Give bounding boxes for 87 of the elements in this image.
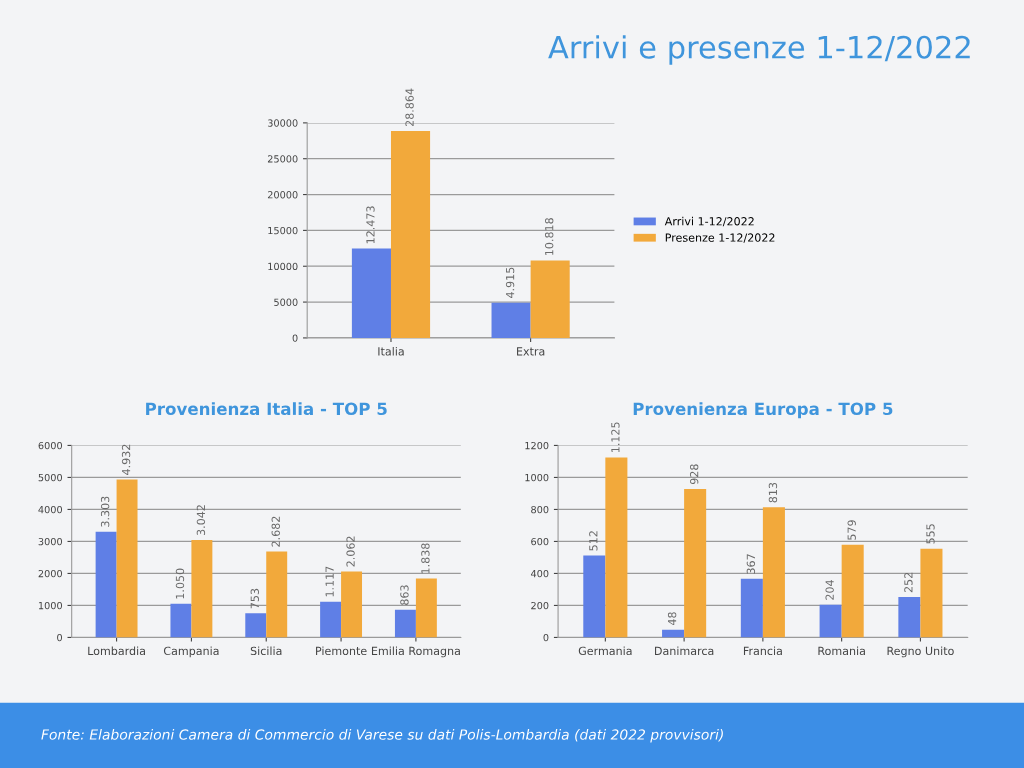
legend-label: Presenze 1-12/2022 xyxy=(665,233,775,243)
y-tick-label: 2000 xyxy=(38,569,63,578)
bar xyxy=(898,597,921,638)
bar xyxy=(351,248,391,338)
chart-title: Provenienza Italia - TOP 5 xyxy=(146,402,387,416)
y-tick-label: 3000 xyxy=(38,537,63,546)
x-tick-label: Sicilia xyxy=(250,646,282,656)
bar xyxy=(920,548,943,638)
bar xyxy=(530,260,570,338)
bar xyxy=(662,629,685,638)
y-tick-label: 20000 xyxy=(267,191,298,199)
data-label: 4.932 xyxy=(121,444,131,475)
y-tick-label: 600 xyxy=(531,537,549,546)
bar xyxy=(320,601,342,638)
data-label: 3.042 xyxy=(196,505,206,536)
x-tick-label: Italia xyxy=(378,346,404,356)
data-label: 10.818 xyxy=(544,218,554,255)
y-tick-label: 1200 xyxy=(525,441,549,450)
y-tick-label: 4000 xyxy=(38,505,63,514)
bar xyxy=(266,551,288,638)
bar xyxy=(819,604,842,638)
y-tick-label: 0 xyxy=(57,633,63,642)
bar xyxy=(116,479,138,638)
data-label: 863 xyxy=(400,585,409,605)
bar xyxy=(191,540,213,638)
y-tick-label: 6000 xyxy=(38,441,63,450)
data-label: 204 xyxy=(825,580,834,600)
chart-title: Provenienza Europa - TOP 5 xyxy=(633,402,893,419)
x-tick-label: Romania xyxy=(818,646,865,656)
y-tick-label: 25000 xyxy=(267,155,298,163)
data-label: 3.303 xyxy=(100,496,110,527)
data-label: 1.050 xyxy=(175,568,185,599)
y-tick-label: 0 xyxy=(292,334,298,342)
x-tick-label: Extra xyxy=(517,347,545,356)
bar xyxy=(605,457,628,638)
y-tick-label: 5000 xyxy=(38,473,63,482)
bar xyxy=(762,507,785,638)
bar xyxy=(95,531,117,638)
bar xyxy=(341,571,363,638)
data-label: 512 xyxy=(589,531,598,551)
bar xyxy=(491,302,531,338)
x-tick-label: Piemonte xyxy=(316,646,367,656)
bar xyxy=(841,544,864,638)
legend-label: Arrivi 1-12/2022 xyxy=(664,216,754,227)
y-tick-label: 0 xyxy=(543,633,549,642)
data-label: 4.915 xyxy=(505,267,515,298)
data-label: 367 xyxy=(746,554,756,574)
text: Arrivi e presenze 1-12/2022 xyxy=(548,35,970,65)
x-tick-label: Germania xyxy=(578,646,632,656)
bar xyxy=(394,609,416,638)
bar xyxy=(245,613,267,638)
data-label: 579 xyxy=(847,520,856,540)
x-tick-label: Emilia Romagna xyxy=(371,646,460,658)
bar xyxy=(170,603,192,638)
data-label: 1.125 xyxy=(611,422,620,453)
data-label: 2.682 xyxy=(271,516,280,547)
bar xyxy=(684,488,707,638)
x-tick-label: Danimarca xyxy=(655,646,714,656)
x-tick-label: Francia xyxy=(743,646,782,656)
y-tick-label: 400 xyxy=(530,569,549,578)
y-tick-label: 1000 xyxy=(38,601,63,610)
x-tick-label: Regno Unito xyxy=(887,646,954,658)
data-label: 555 xyxy=(926,524,935,544)
bar xyxy=(415,578,437,638)
data-label: 928 xyxy=(689,464,699,485)
bar xyxy=(583,555,606,638)
bar xyxy=(390,131,431,338)
x-tick-label: Campania xyxy=(163,646,219,658)
x-tick-label: Lombardia xyxy=(88,646,145,656)
source-note: Fonte: Elaborazioni Camera di Commercio di Varese su dati Polis-Lombardia (dati 2022 provvisori) xyxy=(41,729,723,743)
y-tick-label: 1000 xyxy=(525,473,549,482)
data-label: 2.062 xyxy=(346,536,355,567)
data-label: 753 xyxy=(250,588,259,609)
bar xyxy=(740,578,763,638)
y-tick-label: 15000 xyxy=(268,226,298,235)
data-label: 12.473 xyxy=(366,206,375,244)
y-tick-label: 200 xyxy=(531,601,549,610)
data-label: 1.117 xyxy=(325,566,334,597)
y-tick-label: 5000 xyxy=(274,298,298,306)
y-tick-label: 10000 xyxy=(268,262,298,271)
data-label: 48 xyxy=(667,612,677,626)
data-label: 813 xyxy=(768,482,778,503)
data-label: 1.838 xyxy=(421,543,430,574)
data-label: 28.864 xyxy=(405,88,414,127)
y-tick-label: 30000 xyxy=(267,119,298,127)
y-tick-label: 800 xyxy=(531,505,549,514)
data-label: 252 xyxy=(904,572,913,593)
